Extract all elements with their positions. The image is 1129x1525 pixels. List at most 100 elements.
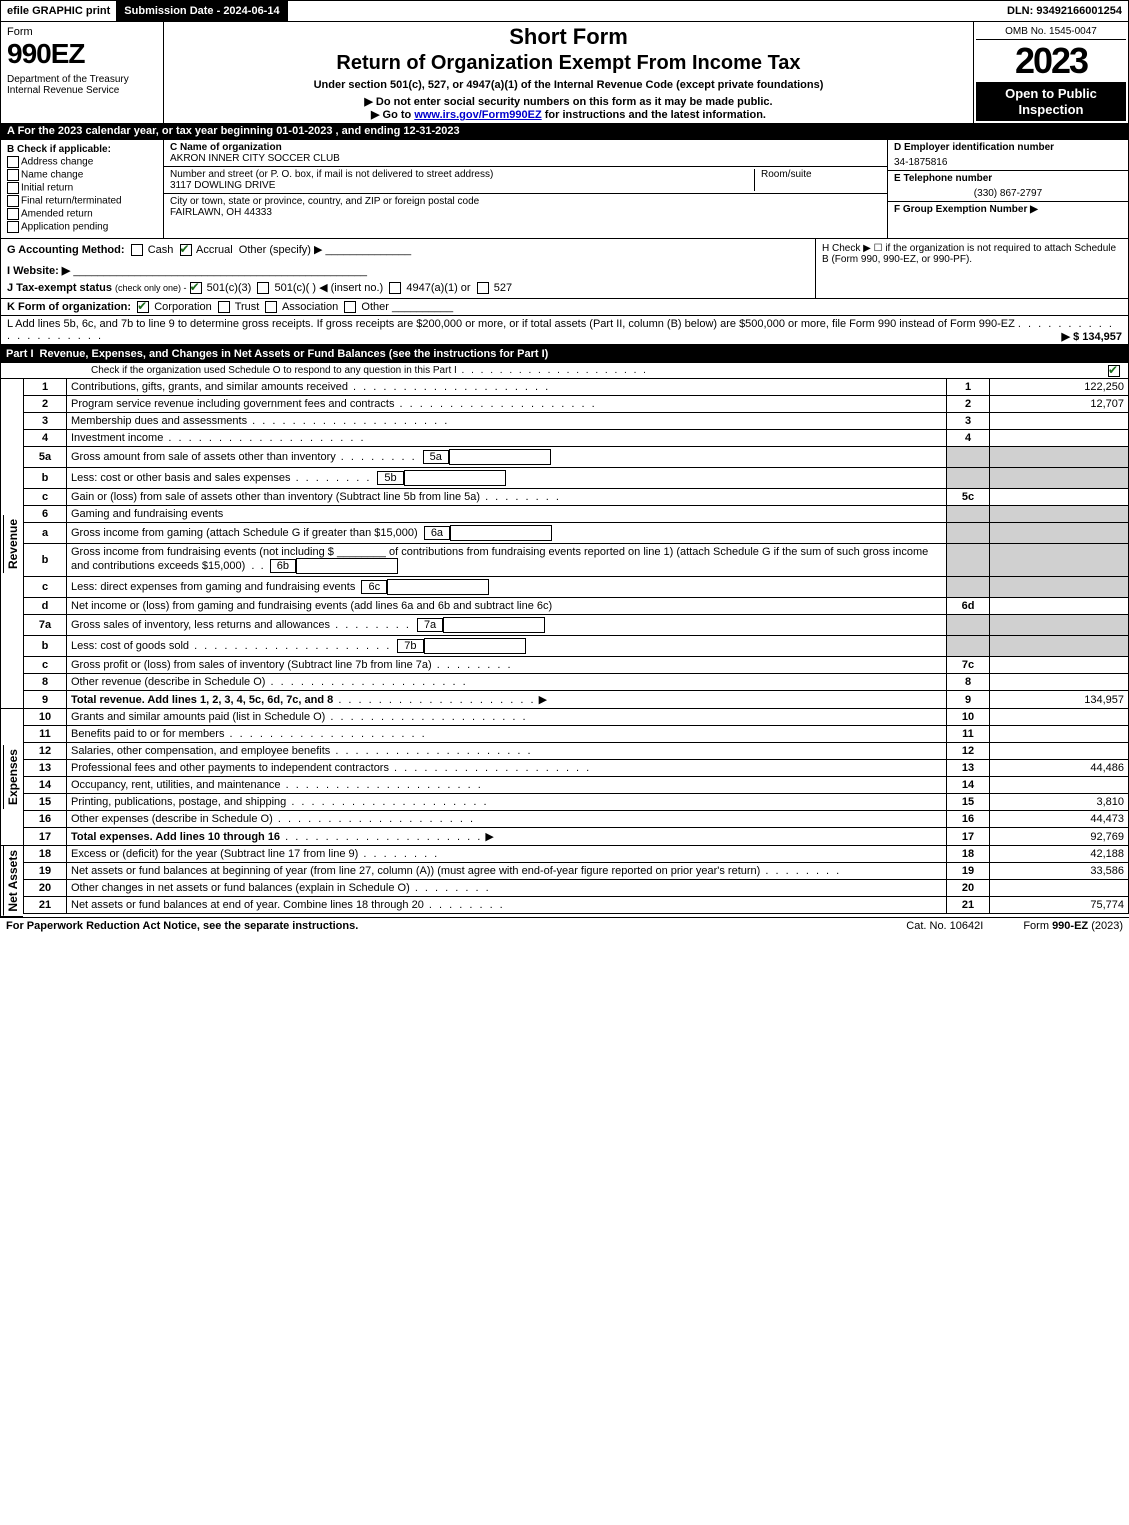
line-6c: cLess: direct expenses from gaming and f… bbox=[24, 577, 1129, 598]
page-footer: For Paperwork Reduction Act Notice, see … bbox=[0, 917, 1129, 934]
chk-schedule-o[interactable] bbox=[1108, 365, 1120, 377]
k-label: K Form of organization: bbox=[7, 301, 131, 313]
ssn-note: ▶ Do not enter social security numbers o… bbox=[172, 95, 965, 108]
header-center: Short Form Return of Organization Exempt… bbox=[164, 22, 973, 123]
efile-label[interactable]: efile GRAPHIC print bbox=[1, 2, 116, 20]
l11-value bbox=[990, 726, 1129, 743]
chk-name-change[interactable]: Name change bbox=[7, 169, 157, 181]
dln: DLN: 93492166001254 bbox=[1001, 2, 1128, 20]
open-to-public: Open to Public Inspection bbox=[976, 82, 1126, 121]
j-sub: (check only one) - bbox=[115, 283, 187, 293]
chk-trust[interactable] bbox=[218, 301, 230, 313]
line-2: 2Program service revenue including gover… bbox=[24, 396, 1129, 413]
form-header: Form 990EZ Department of the Treasury In… bbox=[0, 22, 1129, 123]
chk-cash[interactable] bbox=[131, 244, 143, 256]
org-city-box: City or town, state or province, country… bbox=[164, 194, 887, 220]
l9-text: Total revenue. Add lines 1, 2, 3, 4, 5c,… bbox=[71, 694, 333, 706]
row-l: L Add lines 5b, 6c, and 7b to line 9 to … bbox=[0, 316, 1129, 345]
l8-value bbox=[990, 674, 1129, 691]
chk-address-change-label: Address change bbox=[21, 157, 93, 168]
part1-subline: Check if the organization used Schedule … bbox=[0, 363, 1129, 379]
title-return: Return of Organization Exempt From Incom… bbox=[172, 52, 965, 75]
l12-text: Salaries, other compensation, and employ… bbox=[71, 745, 330, 757]
submission-date: Submission Date - 2024-06-14 bbox=[116, 1, 287, 21]
revenue-table: 1Contributions, gifts, grants, and simil… bbox=[23, 379, 1129, 709]
line-6b: bGross income from fundraising events (n… bbox=[24, 544, 1129, 577]
tel-label: E Telephone number bbox=[888, 170, 1128, 186]
irs-link[interactable]: www.irs.gov/Form990EZ bbox=[414, 109, 541, 121]
line-5a: 5aGross amount from sale of assets other… bbox=[24, 447, 1129, 468]
chk-corporation[interactable] bbox=[137, 301, 149, 313]
tax-year: 2023 bbox=[976, 40, 1126, 82]
j-501c: 501(c)( ) ◀ (insert no.) bbox=[274, 282, 383, 294]
chk-amended-return-label: Amended return bbox=[21, 209, 93, 220]
chk-accrual[interactable] bbox=[180, 244, 192, 256]
l6c-text: Less: direct expenses from gaming and fu… bbox=[71, 581, 355, 593]
chk-application-pending[interactable]: Application pending bbox=[7, 221, 157, 233]
l14-text: Occupancy, rent, utilities, and maintena… bbox=[71, 779, 281, 791]
l15-value: 3,810 bbox=[990, 794, 1129, 811]
k-trust: Trust bbox=[235, 301, 260, 313]
room-suite-label: Room/suite bbox=[754, 169, 881, 191]
l7b-text: Less: cost of goods sold bbox=[71, 640, 189, 652]
l21-value: 75,774 bbox=[990, 897, 1129, 914]
ein-label: D Employer identification number bbox=[888, 140, 1128, 155]
line-13: 13Professional fees and other payments t… bbox=[24, 760, 1129, 777]
part1-tag: Part I bbox=[6, 348, 40, 360]
chk-association[interactable] bbox=[265, 301, 277, 313]
chk-amended-return[interactable]: Amended return bbox=[7, 208, 157, 220]
addr-label: Number and street (or P. O. box, if mail… bbox=[170, 169, 754, 180]
l13-value: 44,486 bbox=[990, 760, 1129, 777]
l3-text: Membership dues and assessments bbox=[71, 415, 247, 427]
g-accounting: G Accounting Method: Cash Accrual Other … bbox=[1, 239, 815, 298]
accrual-label: Accrual bbox=[196, 244, 233, 256]
l6d-text: Net income or (loss) from gaming and fun… bbox=[67, 598, 947, 615]
l13-text: Professional fees and other payments to … bbox=[71, 762, 389, 774]
line-18: 18Excess or (deficit) for the year (Subt… bbox=[24, 846, 1129, 863]
chk-other-org[interactable] bbox=[344, 301, 356, 313]
other-label: Other (specify) ▶ bbox=[239, 244, 323, 256]
l14-value bbox=[990, 777, 1129, 794]
line-1: 1Contributions, gifts, grants, and simil… bbox=[24, 379, 1129, 396]
chk-name-change-label: Name change bbox=[21, 170, 83, 181]
line-7c: cGross profit or (loss) from sales of in… bbox=[24, 657, 1129, 674]
line-4: 4Investment income4 bbox=[24, 430, 1129, 447]
org-name: AKRON INNER CITY SOCCER CLUB bbox=[170, 153, 881, 164]
goto-post: for instructions and the latest informat… bbox=[542, 109, 766, 121]
title-short-form: Short Form bbox=[172, 24, 965, 50]
k-corp: Corporation bbox=[154, 301, 211, 313]
chk-initial-return-label: Initial return bbox=[21, 183, 73, 194]
chk-501c[interactable] bbox=[257, 282, 269, 294]
chk-527[interactable] bbox=[477, 282, 489, 294]
l18-value: 42,188 bbox=[990, 846, 1129, 863]
chk-address-change[interactable]: Address change bbox=[7, 156, 157, 168]
revenue-section: Revenue 1Contributions, gifts, grants, a… bbox=[0, 379, 1129, 709]
l7a-text: Gross sales of inventory, less returns a… bbox=[71, 619, 330, 631]
netassets-vlabel: Net Assets bbox=[3, 846, 22, 916]
l4-value bbox=[990, 430, 1129, 447]
line-21: 21Net assets or fund balances at end of … bbox=[24, 897, 1129, 914]
j-527: 527 bbox=[494, 282, 512, 294]
line-16: 16Other expenses (describe in Schedule O… bbox=[24, 811, 1129, 828]
chk-final-return[interactable]: Final return/terminated bbox=[7, 195, 157, 207]
goto-note: ▶ Go to www.irs.gov/Form990EZ for instru… bbox=[172, 108, 965, 121]
line-3: 3Membership dues and assessments3 bbox=[24, 413, 1129, 430]
l-text: L Add lines 5b, 6c, and 7b to line 9 to … bbox=[7, 318, 1015, 330]
dots-icon bbox=[457, 365, 648, 376]
subtitle: Under section 501(c), 527, or 4947(a)(1)… bbox=[172, 79, 965, 91]
l20-value bbox=[990, 880, 1129, 897]
line-12: 12Salaries, other compensation, and empl… bbox=[24, 743, 1129, 760]
chk-501c3[interactable] bbox=[190, 282, 202, 294]
chk-initial-return[interactable]: Initial return bbox=[7, 182, 157, 194]
l8-text: Other revenue (describe in Schedule O) bbox=[71, 676, 265, 688]
l7c-text: Gross profit or (loss) from sales of inv… bbox=[71, 659, 432, 671]
line-14: 14Occupancy, rent, utilities, and mainte… bbox=[24, 777, 1129, 794]
l19-value: 33,586 bbox=[990, 863, 1129, 880]
line-6a: aGross income from gaming (attach Schedu… bbox=[24, 523, 1129, 544]
g-label: G Accounting Method: bbox=[7, 244, 125, 256]
l5c-text: Gain or (loss) from sale of assets other… bbox=[71, 491, 480, 503]
line-5b: bLess: cost or other basis and sales exp… bbox=[24, 468, 1129, 489]
l6b-text: Gross income from fundraising events (no… bbox=[71, 546, 334, 558]
chk-4947[interactable] bbox=[389, 282, 401, 294]
form-number: 990EZ bbox=[7, 38, 157, 70]
